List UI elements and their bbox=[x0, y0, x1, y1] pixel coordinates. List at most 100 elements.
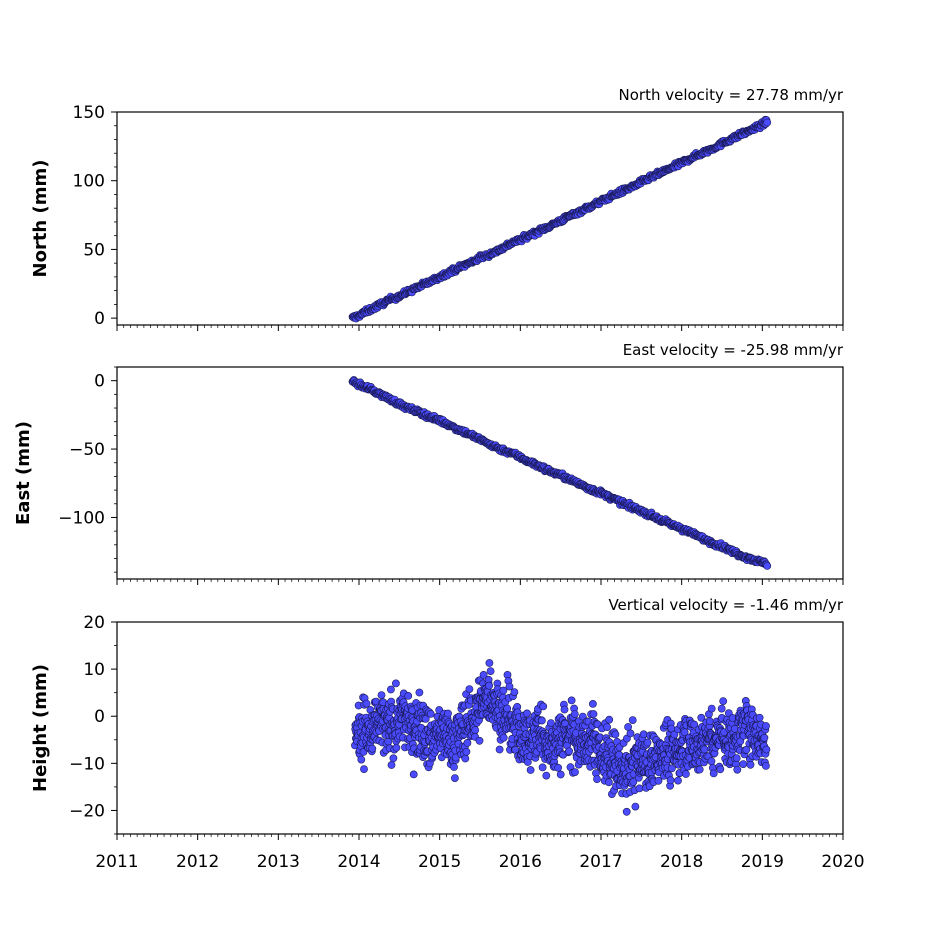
data-point bbox=[593, 775, 601, 783]
data-point bbox=[707, 757, 716, 766]
x-tick-label: 2011 bbox=[95, 852, 138, 872]
data-point bbox=[605, 778, 613, 787]
data-point bbox=[463, 739, 472, 747]
data-point bbox=[762, 722, 770, 730]
data-point bbox=[368, 744, 377, 753]
data-point bbox=[556, 770, 565, 779]
data-point bbox=[719, 697, 728, 705]
data-point bbox=[730, 724, 739, 733]
data-point bbox=[635, 784, 644, 793]
data-point bbox=[763, 562, 772, 570]
panel-north: North velocity = 27.78 mm/yr North (mm) 0 5… bbox=[30, 86, 844, 331]
y-tick-label-north: 100 bbox=[73, 172, 105, 192]
data-point bbox=[755, 713, 764, 722]
data-point bbox=[362, 699, 371, 708]
data-point bbox=[709, 769, 718, 778]
data-point bbox=[450, 774, 459, 782]
data-point bbox=[510, 688, 519, 696]
data-point bbox=[705, 717, 714, 726]
data-point bbox=[503, 704, 512, 713]
y-tick-label-height: 20 bbox=[83, 613, 105, 633]
data-point bbox=[628, 716, 637, 724]
data-point bbox=[389, 754, 398, 763]
data-point bbox=[732, 754, 741, 762]
data-point bbox=[554, 763, 562, 772]
data-point bbox=[526, 766, 535, 774]
x-tick-label: 2017 bbox=[579, 852, 622, 872]
data-point bbox=[542, 771, 551, 780]
data-point bbox=[560, 705, 569, 714]
data-point bbox=[450, 763, 458, 771]
panel-east: East velocity = -25.98 mm/yr East (mm) 0 −5… bbox=[13, 341, 844, 585]
data-point bbox=[461, 754, 470, 763]
y-tick-label-north: 50 bbox=[83, 240, 105, 260]
data-point bbox=[605, 715, 614, 724]
data-point bbox=[391, 679, 400, 688]
series-points-east bbox=[348, 376, 772, 570]
data-point bbox=[668, 764, 676, 773]
data-point bbox=[465, 685, 474, 693]
data-point bbox=[763, 118, 772, 127]
plot-frame-north bbox=[116, 111, 844, 326]
data-point bbox=[666, 776, 675, 785]
data-point bbox=[603, 723, 612, 731]
data-point bbox=[538, 716, 546, 725]
data-point bbox=[539, 702, 548, 711]
data-point bbox=[571, 768, 579, 776]
y-tick-label-east: −50 bbox=[69, 440, 105, 460]
data-point bbox=[760, 733, 769, 742]
data-point bbox=[762, 762, 770, 770]
data-point bbox=[495, 745, 504, 754]
data-point bbox=[357, 755, 366, 764]
data-point bbox=[462, 747, 471, 756]
x-tick-label: 2018 bbox=[660, 852, 703, 872]
y-tick-label-north: 0 bbox=[94, 309, 105, 329]
data-point bbox=[444, 709, 452, 718]
x-tick-label: 2019 bbox=[741, 852, 784, 872]
y-tick-label-east: 0 bbox=[94, 372, 105, 392]
data-point bbox=[415, 688, 424, 697]
data-point bbox=[695, 765, 704, 774]
panel-title-north: North velocity = 27.78 mm/yr bbox=[619, 86, 844, 104]
x-tick-label: 2016 bbox=[499, 852, 542, 872]
data-point bbox=[643, 738, 652, 747]
y-tick-label-height: −20 bbox=[69, 801, 105, 821]
y-tick-label-height: 10 bbox=[83, 660, 105, 680]
y-axis-label-north: North (mm) bbox=[30, 160, 51, 278]
data-point bbox=[717, 704, 726, 713]
data-point bbox=[565, 747, 573, 756]
data-point bbox=[386, 685, 395, 694]
data-point bbox=[538, 763, 547, 772]
data-point bbox=[570, 710, 579, 718]
data-point bbox=[739, 760, 748, 768]
data-point bbox=[639, 730, 648, 739]
data-point bbox=[360, 765, 368, 773]
x-tick-label: 2020 bbox=[821, 852, 864, 872]
data-point bbox=[622, 807, 631, 816]
data-point bbox=[716, 765, 725, 774]
data-point bbox=[707, 704, 716, 713]
data-point bbox=[426, 710, 435, 718]
data-point bbox=[589, 700, 597, 708]
data-point bbox=[762, 745, 771, 754]
data-point bbox=[631, 802, 640, 811]
y-tick-label-north: 150 bbox=[73, 103, 105, 123]
data-point bbox=[404, 692, 413, 700]
series-points-north bbox=[348, 115, 772, 323]
series-points-height bbox=[351, 659, 771, 816]
data-point bbox=[700, 745, 709, 754]
data-point bbox=[485, 681, 493, 690]
data-point bbox=[486, 667, 495, 675]
data-point bbox=[387, 761, 396, 769]
data-point bbox=[392, 743, 401, 752]
data-point bbox=[674, 776, 682, 785]
data-point bbox=[733, 765, 742, 774]
data-point bbox=[589, 710, 598, 718]
data-point bbox=[409, 770, 418, 779]
data-point bbox=[682, 770, 690, 778]
y-tick-label-height: 0 bbox=[94, 707, 105, 727]
data-point bbox=[626, 729, 635, 738]
data-point bbox=[611, 730, 620, 739]
y-axis-label-east: East (mm) bbox=[13, 421, 34, 525]
